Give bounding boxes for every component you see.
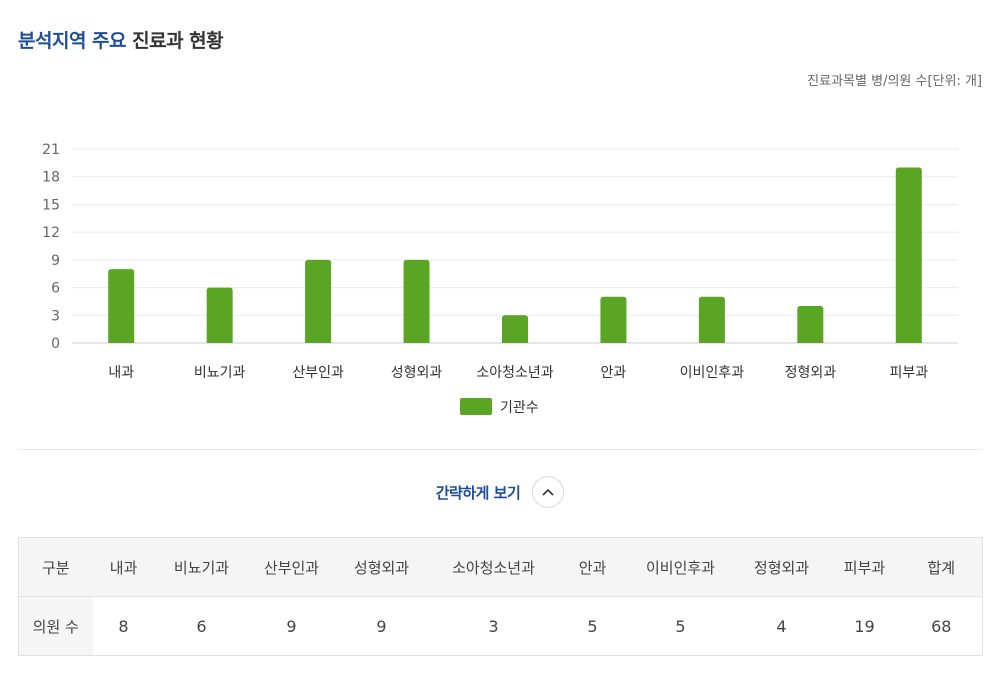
y-tick-label: 12 (42, 225, 60, 241)
table-row-header: 의원 수 (18, 596, 93, 656)
x-tick-label: 성형외과 (391, 365, 443, 381)
x-tick-label: 소아청소년과 (476, 365, 553, 381)
x-tick-label: 이비인후과 (680, 365, 745, 381)
bar[interactable] (108, 269, 135, 343)
table-header-cell: 비뇨기과 (154, 537, 249, 597)
table-cell: 8 (92, 596, 155, 656)
chevron-up-icon (542, 488, 554, 496)
table-cell: 3 (428, 596, 559, 656)
bar[interactable] (600, 296, 627, 343)
table-header-cell: 소아청소년과 (428, 537, 559, 597)
y-tick-label: 0 (51, 336, 60, 352)
table-header-cell: 성형외과 (334, 537, 429, 597)
y-tick-label: 18 (42, 170, 60, 186)
table-row: 의원 수 8 6 9 9 3 5 5 4 19 68 (18, 596, 983, 656)
page-title-highlight: 분석지역 주요 (18, 30, 127, 52)
table-cell: 6 (154, 596, 249, 656)
table-header-cell: 이비인후과 (626, 537, 735, 597)
table-cell: 4 (734, 596, 829, 656)
table-header-cell: 안과 (558, 537, 627, 597)
table-header-cell: 합계 (900, 537, 983, 597)
y-tick-label: 21 (42, 142, 60, 158)
table-header-cell: 내과 (92, 537, 155, 597)
x-tick-label: 피부과 (889, 365, 928, 381)
table-cell: 5 (558, 596, 627, 656)
unit-note: 진료과목별 병/의원 수[단위: 개] (807, 74, 982, 89)
table-header-cell: 산부인과 (248, 537, 335, 597)
x-tick-label: 비뇨기과 (194, 365, 246, 381)
bar[interactable] (797, 306, 824, 343)
table-cell: 5 (626, 596, 735, 656)
table-header-cell: 피부과 (828, 537, 901, 597)
toggle-row: 간략하게 보기 (0, 476, 1000, 508)
table-cell: 19 (828, 596, 901, 656)
x-tick-label: 안과 (601, 365, 627, 381)
bar-chart-svg: 0 3 6 9 12 15 18 21 내과 비뇨기과 산부인과 성형외과 소아청소년과 안과 이비인후과 정… (42, 142, 958, 416)
chevron-up-button[interactable] (532, 476, 565, 508)
x-tick-label: 산부인과 (292, 365, 344, 381)
legend-swatch[interactable] (460, 398, 492, 415)
x-tick-label: 내과 (108, 365, 134, 381)
collapse-toggle[interactable]: 간략하게 보기 (436, 476, 565, 508)
table-header-cell: 구분 (18, 537, 93, 597)
collapse-toggle-label[interactable]: 간략하게 보기 (435, 483, 521, 502)
bar[interactable] (305, 259, 332, 343)
page-title-rest: 진료과 현황 (132, 30, 224, 52)
summary-table: 구분 내과 비뇨기과 산부인과 성형외과 소아청소년과 안과 이비인후과 정형외과 피부과 합계 의… (18, 537, 983, 656)
page-title: 분석지역 주요 진료과 현황 (18, 26, 224, 53)
table-cell: 9 (334, 596, 429, 656)
bar[interactable] (403, 259, 430, 343)
table-header-row: 구분 내과 비뇨기과 산부인과 성형외과 소아청소년과 안과 이비인후과 정형외과 피부과 합계 (18, 537, 983, 597)
y-tick-label: 15 (42, 197, 60, 213)
bar[interactable] (698, 296, 725, 343)
table-header-cell: 정형외과 (734, 537, 829, 597)
y-tick-label: 6 (51, 281, 60, 297)
bar[interactable] (206, 287, 233, 343)
x-tick-label: 정형외과 (785, 365, 837, 381)
table-cell: 68 (900, 596, 983, 656)
table-body: 의원 수 8 6 9 9 3 5 5 4 19 68 (18, 596, 983, 656)
y-tick-label: 9 (51, 253, 60, 269)
bar[interactable] (502, 315, 528, 343)
bar[interactable] (895, 167, 922, 343)
y-tick-label: 3 (51, 308, 60, 324)
bar-chart: 0 3 6 9 12 15 18 21 내과 비뇨기과 산부인과 성형외과 소아청소년과 안과 이비인후과 정… (0, 120, 1000, 440)
table-cell: 9 (248, 596, 335, 656)
legend-label[interactable]: 기관수 (500, 400, 539, 416)
section-divider (18, 449, 982, 450)
